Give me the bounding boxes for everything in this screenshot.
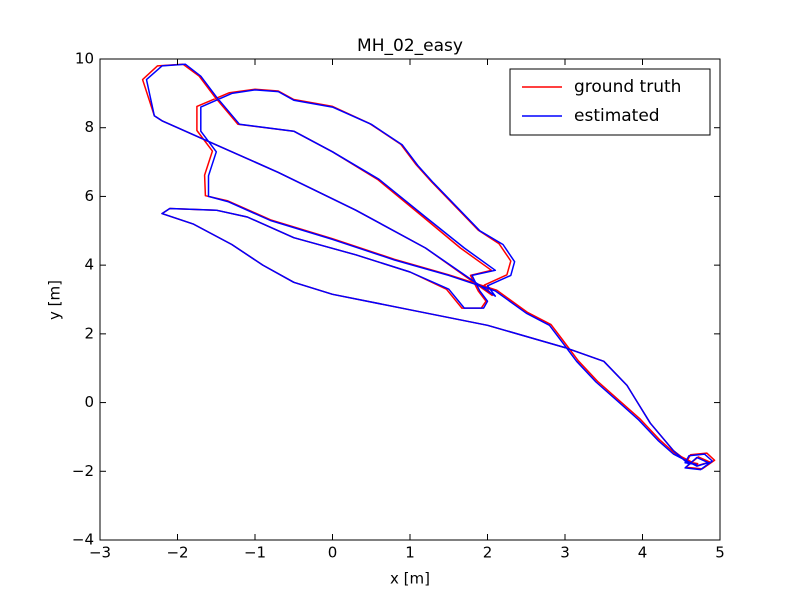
x-tick-label: 0: [328, 544, 338, 562]
y-tick-label: −4: [72, 531, 94, 549]
x-axis-label: x [m]: [390, 570, 430, 588]
y-tick-label: 8: [84, 118, 94, 136]
x-tick-label: 5: [715, 544, 725, 562]
y-tick-label: 4: [84, 256, 94, 274]
legend-label: estimated: [574, 106, 660, 126]
x-tick-label: −2: [166, 544, 188, 562]
legend-box: [509, 68, 711, 136]
y-tick-label: −2: [72, 462, 94, 480]
y-tick-label: 6: [84, 187, 94, 205]
chart-title: MH_02_easy: [357, 36, 463, 56]
x-tick-label: 1: [405, 544, 415, 562]
trajectory-line: [145, 63, 714, 471]
x-tick-label: 2: [483, 544, 493, 562]
y-axis-label: y [m]: [46, 280, 64, 320]
plot-frame: [99, 58, 721, 541]
x-tick-label: −3: [89, 544, 111, 562]
y-tick-label: 0: [84, 393, 94, 411]
legend-label: ground truth: [574, 77, 681, 97]
x-tick-label: −1: [244, 544, 266, 562]
x-tick-label: 4: [638, 544, 648, 562]
x-tick-label: 3: [560, 544, 570, 562]
y-tick-label: 2: [84, 324, 94, 342]
y-tick-label: 10: [75, 50, 94, 68]
